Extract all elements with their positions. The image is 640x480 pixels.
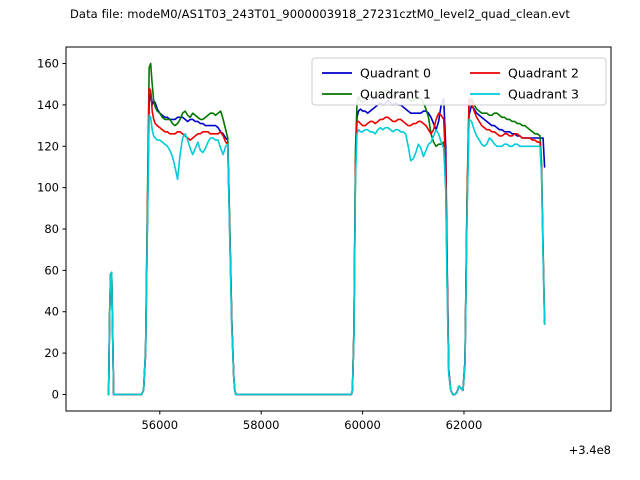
axis-offset-text: +3.4e8 xyxy=(569,443,611,457)
page-title: Data file: modeM0/AS1T03_243T01_90000039… xyxy=(69,7,571,21)
series-line-1 xyxy=(107,62,546,396)
x-tick-label: 62000 xyxy=(446,418,483,432)
x-tick-label: 60000 xyxy=(344,418,381,432)
y-tick-label: 40 xyxy=(44,305,59,319)
y-tick-label: 60 xyxy=(44,263,59,277)
legend-label-3: Quadrant 3 xyxy=(508,87,579,102)
series-line-3 xyxy=(107,114,546,396)
legend-label-0: Quadrant 0 xyxy=(360,66,431,81)
x-tick-label: 58000 xyxy=(243,418,280,432)
legend-label-1: Quadrant 1 xyxy=(360,87,431,102)
y-tick-label: 0 xyxy=(52,387,59,401)
series-line-0 xyxy=(107,91,546,396)
legend-frame xyxy=(311,57,607,106)
y-tick-label: 80 xyxy=(44,222,59,236)
x-axis-offset-label: +3.4e8 xyxy=(569,443,611,457)
series-group xyxy=(107,62,546,396)
x-tick-label: 56000 xyxy=(141,418,178,432)
y-tick-label: 160 xyxy=(37,57,59,71)
y-tick-label: 20 xyxy=(44,346,59,360)
y-tick-label: 140 xyxy=(37,98,59,112)
chart-legend: Quadrant 0 Quadrant 1 Quadrant 2 Quadrant 3 xyxy=(311,57,607,106)
series-line-2 xyxy=(107,87,546,396)
y-tick-label: 100 xyxy=(37,181,59,195)
legend-label-2: Quadrant 2 xyxy=(508,66,579,81)
y-tick-label: 120 xyxy=(37,139,59,153)
x-axis-ticks: 56000 58000 60000 62000 xyxy=(141,411,482,432)
y-axis-ticks: 0 20 40 60 80 100 120 140 160 xyxy=(37,57,66,401)
